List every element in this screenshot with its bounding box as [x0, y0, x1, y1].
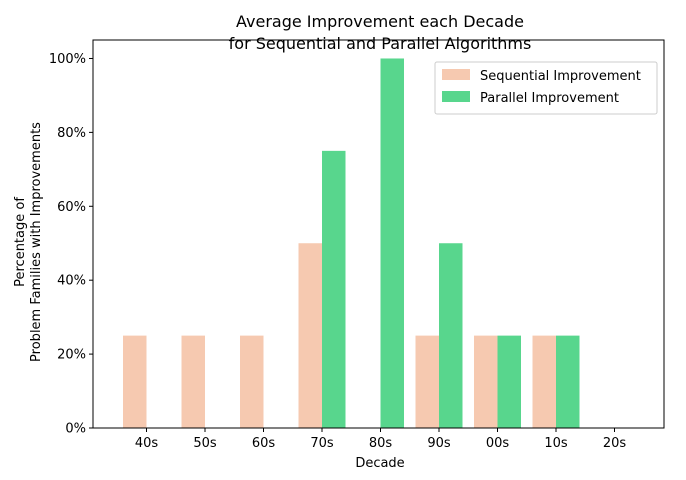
legend-box: [434, 61, 658, 115]
x-tick-label: 20s: [603, 436, 627, 451]
bar-parallel-70s: [322, 150, 346, 428]
bars-group: [123, 58, 580, 428]
legend-label-sequential: Sequential Improvement: [480, 69, 641, 84]
y-tick-label: 20%: [57, 348, 86, 363]
bar-sequential-40s: [123, 335, 147, 428]
bar-parallel-80s: [380, 58, 404, 428]
y-tick-label: 80%: [57, 126, 86, 141]
chart-title-line-1: Average Improvement each Decade: [236, 12, 524, 31]
bar-sequential-00s: [474, 335, 498, 428]
bar-parallel-10s: [556, 335, 580, 428]
x-tick-label: 70s: [310, 436, 334, 451]
x-axis-label: Decade: [355, 456, 404, 471]
legend-swatch-sequential: [442, 69, 470, 80]
bar-sequential-60s: [240, 335, 264, 428]
legend-swatch-parallel: [442, 91, 470, 102]
bar-parallel-90s: [439, 243, 463, 428]
bar-sequential-50s: [181, 335, 205, 428]
chart-title-line-2: for Sequential and Parallel Algorithms: [229, 34, 532, 53]
y-tick-label: 100%: [49, 52, 86, 67]
y-axis-label-line-1: Percentage of: [13, 197, 28, 287]
bar-sequential-90s: [415, 335, 439, 428]
ticks-group: 40s 50s 60s 70s 80s 90s 00s 10s 20s 0% 20% 40% 60% 80…: [49, 52, 627, 451]
plot-frame: [92, 39, 665, 429]
x-tick-label: 90s: [427, 436, 451, 451]
x-tick-label: 10s: [544, 436, 568, 451]
y-tick-label: 40%: [57, 274, 86, 289]
x-tick-label: 50s: [193, 436, 217, 451]
legend-label-parallel: Parallel Improvement: [480, 91, 619, 106]
y-axis-label-line-2: Problem Families with Improvements: [29, 122, 44, 362]
x-tick-label: 60s: [252, 436, 276, 451]
x-tick-label: 00s: [486, 436, 510, 451]
y-tick-label: 60%: [57, 200, 86, 215]
legend: Sequential Improvement Parallel Improvem…: [434, 61, 658, 115]
y-tick-label: 0%: [65, 422, 86, 437]
bar-sequential-10s: [532, 335, 556, 428]
x-tick-label: 40s: [135, 436, 159, 451]
x-tick-label: 80s: [369, 436, 393, 451]
bar-sequential-70s: [298, 243, 322, 428]
bar-parallel-00s: [497, 335, 521, 428]
